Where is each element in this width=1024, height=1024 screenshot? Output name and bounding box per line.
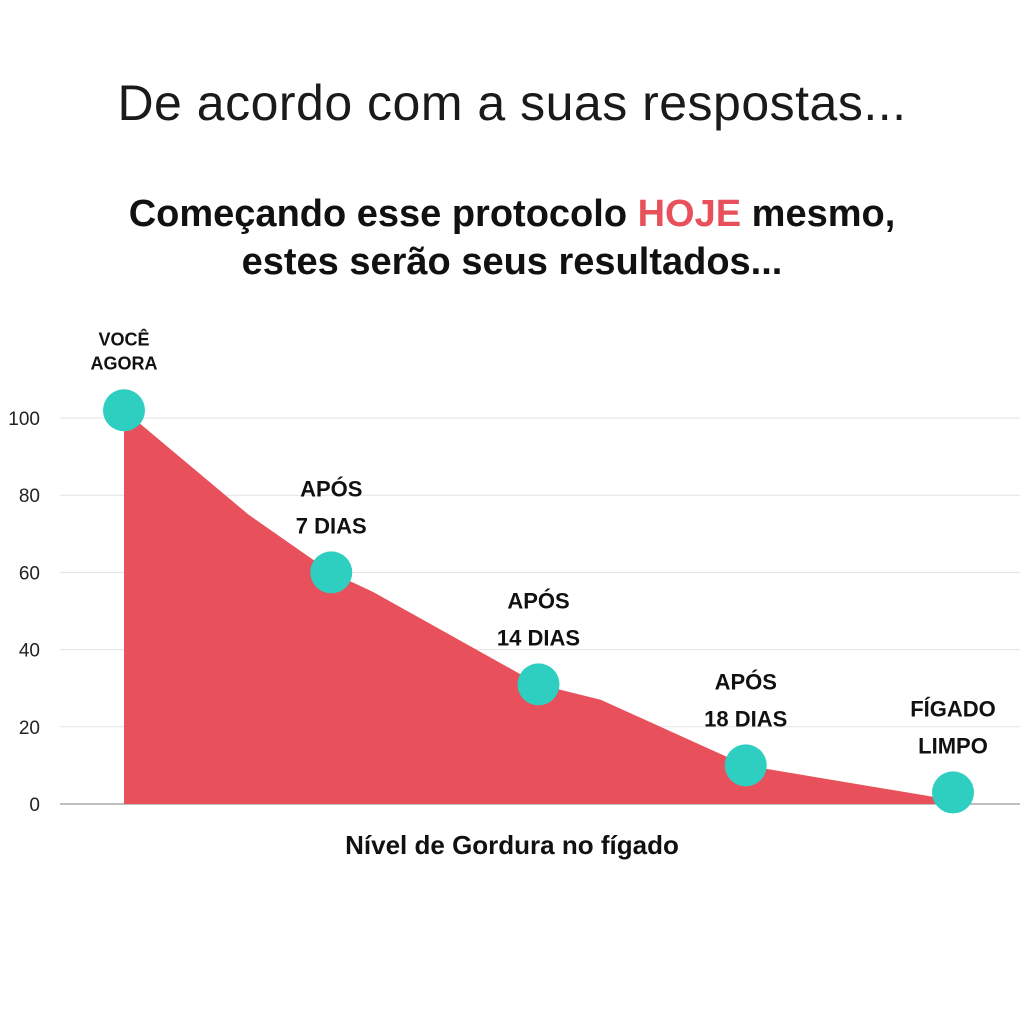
- y-axis-ticks: 0 20 40 60 80 100: [8, 409, 40, 816]
- data-label: AGORA: [91, 353, 158, 373]
- y-tick-label: 20: [19, 718, 40, 739]
- data-point: [310, 551, 353, 594]
- data-label: LIMPO: [918, 733, 988, 758]
- data-point: [724, 744, 767, 787]
- data-label: 14 DIAS: [497, 625, 580, 650]
- subtitle-highlight: HOJE: [637, 193, 742, 235]
- point-labels: VOCÊ AGORA APÓS 7 DIAS APÓS 14 DIAS APÓS 18 DIA…: [91, 328, 996, 758]
- area-fill: [124, 410, 953, 804]
- y-tick-label: 40: [19, 641, 40, 662]
- y-tick-label: 0: [29, 795, 40, 816]
- y-tick-label: 100: [8, 409, 40, 430]
- data-point: [103, 389, 145, 432]
- subtitle-line-two: estes serão seus resultados...: [241, 241, 783, 283]
- data-markers: [103, 389, 974, 814]
- page-subtitle: Começando esse protocolo HOJE mesmo, est…: [0, 190, 1024, 286]
- subtitle-text-start: Começando esse protocolo: [128, 193, 638, 235]
- data-point: [932, 771, 974, 814]
- area-series: [124, 410, 953, 804]
- data-label: APÓS: [715, 669, 777, 694]
- data-label: 18 DIAS: [704, 706, 787, 731]
- data-label: 7 DIAS: [296, 513, 367, 538]
- data-point: [517, 663, 560, 706]
- y-tick-label: 60: [19, 563, 40, 584]
- data-label: APÓS: [300, 476, 362, 501]
- page-title: De acordo com a suas respostas...: [117, 75, 907, 131]
- subtitle-text-end: mesmo,: [741, 193, 896, 235]
- data-label: APÓS: [507, 588, 569, 613]
- x-axis-label: Nível de Gordura no fígado: [345, 830, 679, 860]
- y-tick-label: 80: [19, 486, 40, 507]
- data-label: VOCÊ: [98, 328, 149, 349]
- data-label: FÍGADO: [910, 696, 996, 721]
